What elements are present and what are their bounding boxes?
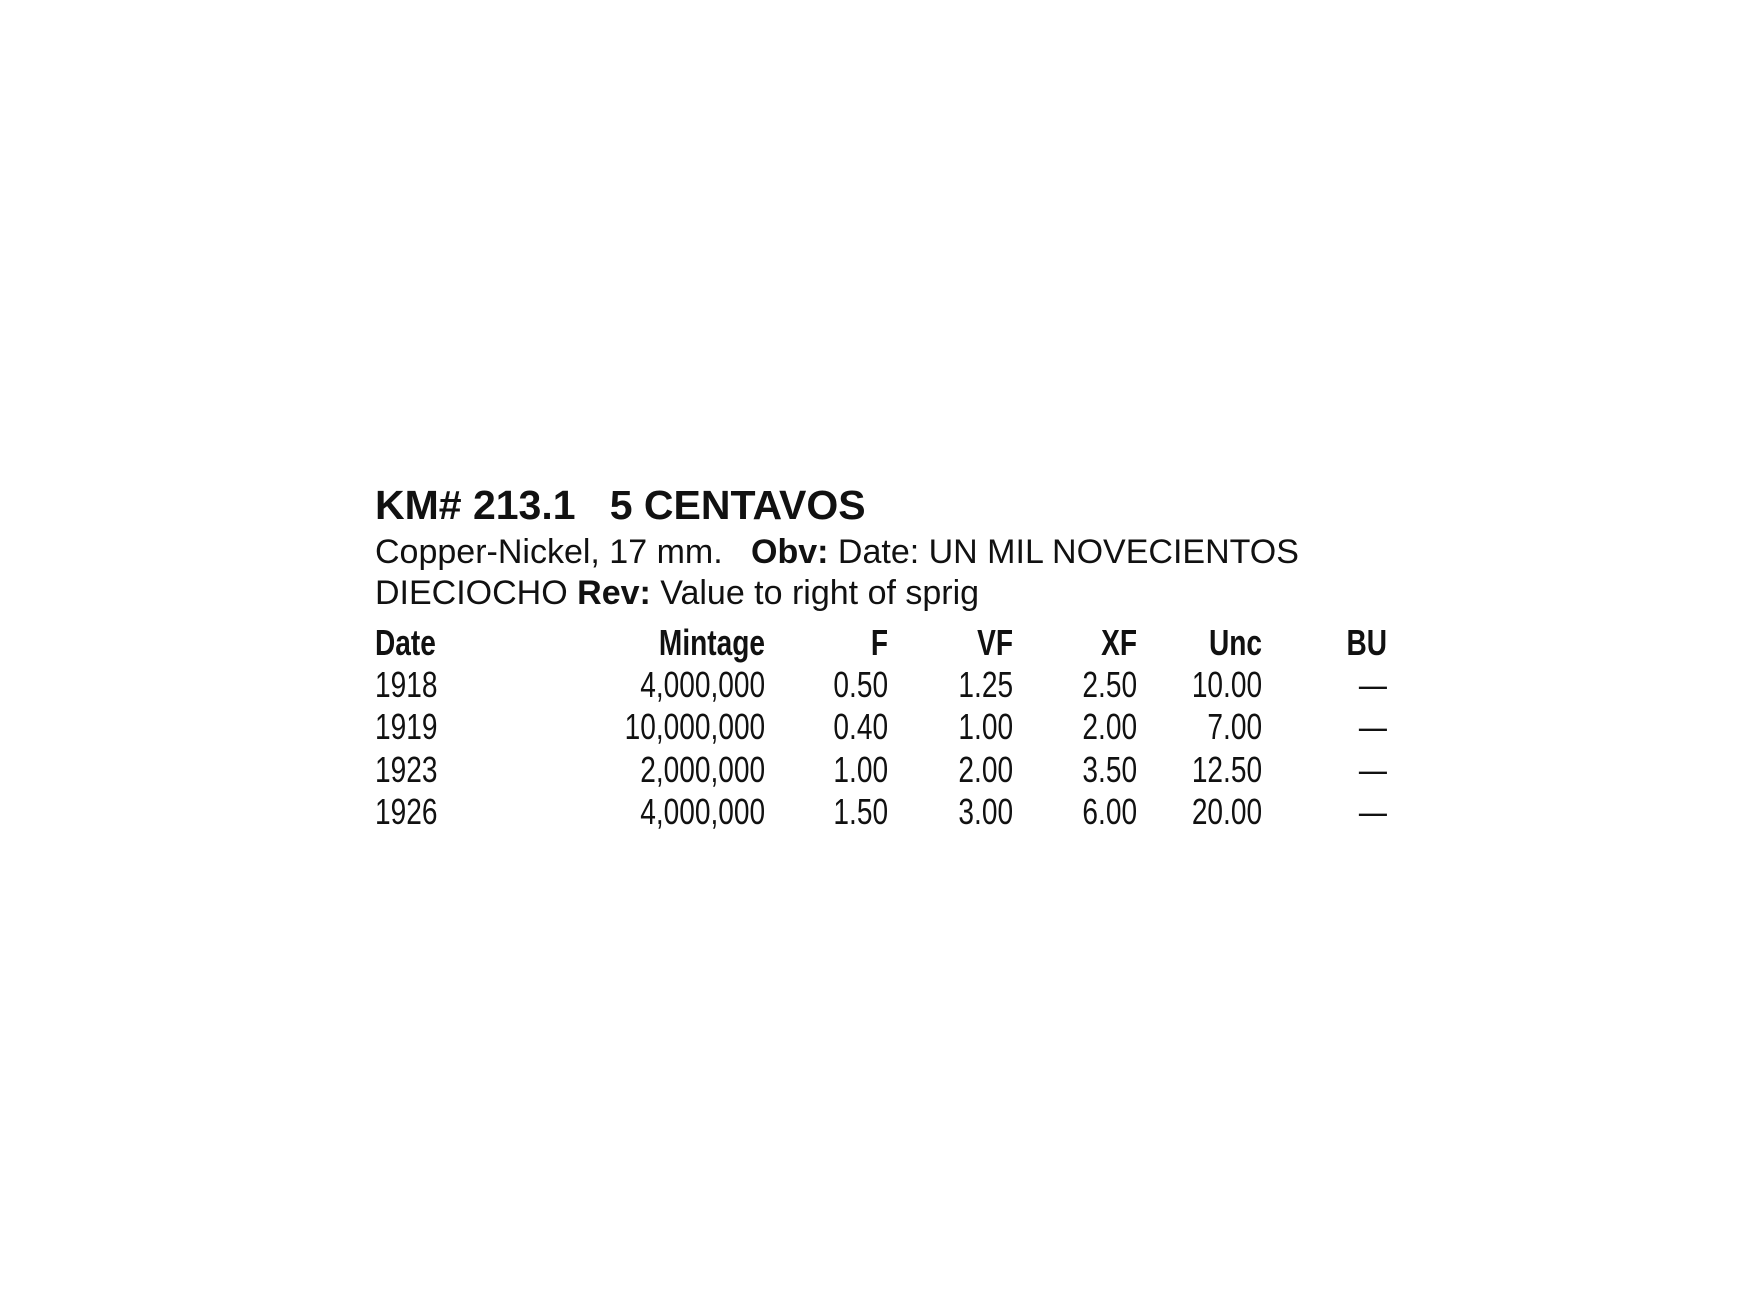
cell-vf: 2.00 xyxy=(958,749,1013,790)
table-row: 1919 10,000,000 0.40 1.00 2.00 7.00 — xyxy=(0,706,1750,748)
cell-vf: 1.00 xyxy=(958,706,1013,747)
cell-date: 1923 xyxy=(375,749,438,790)
cell-unc: 10.00 xyxy=(1191,664,1262,705)
cell-f: 1.00 xyxy=(833,749,888,790)
cell-xf: 2.50 xyxy=(1082,664,1137,705)
cell-bu: — xyxy=(1358,749,1387,790)
table-row: 1923 2,000,000 1.00 2.00 3.50 12.50 — xyxy=(0,749,1750,791)
cell-f: 0.40 xyxy=(833,706,888,747)
cell-xf: 6.00 xyxy=(1082,791,1137,832)
cell-mintage: 2,000,000 xyxy=(640,749,765,790)
cell-mintage: 4,000,000 xyxy=(640,664,765,705)
cell-unc: 12.50 xyxy=(1191,749,1262,790)
description-line-2: DIECIOCHO Rev: Value to right of sprig xyxy=(375,574,979,613)
cell-bu: — xyxy=(1358,791,1387,832)
reverse-label: Rev: xyxy=(577,574,651,612)
header-xf: XF xyxy=(1101,622,1137,663)
cell-mintage: 4,000,000 xyxy=(640,791,765,832)
header-date: Date xyxy=(375,622,436,663)
cell-vf: 1.25 xyxy=(958,664,1013,705)
table-row: 1918 4,000,000 0.50 1.25 2.50 10.00 — xyxy=(0,664,1750,706)
header-unc: Unc xyxy=(1208,622,1262,663)
obverse-text: Date: UN MIL NOVECIENTOS xyxy=(837,533,1299,571)
cell-xf: 2.00 xyxy=(1082,706,1137,747)
header-f: F xyxy=(870,622,888,663)
cell-unc: 7.00 xyxy=(1207,706,1262,747)
header-bu: BU xyxy=(1346,622,1387,663)
reverse-text: Value to right of sprig xyxy=(660,574,980,612)
table-header: Date Mintage F VF XF Unc BU xyxy=(0,622,1750,664)
cell-bu: — xyxy=(1358,706,1387,747)
cell-xf: 3.50 xyxy=(1082,749,1137,790)
metal-size: Copper-Nickel, 17 mm. xyxy=(375,533,723,571)
header-mintage: Mintage xyxy=(658,622,765,663)
cell-bu: — xyxy=(1358,664,1387,705)
cell-date: 1918 xyxy=(375,664,438,705)
obverse-label: Obv: xyxy=(751,533,829,571)
cell-date: 1919 xyxy=(375,706,438,747)
description-line-1: Copper-Nickel, 17 mm. Obv: Date: UN MIL … xyxy=(375,533,1299,572)
cell-f: 0.50 xyxy=(833,664,888,705)
cell-unc: 20.00 xyxy=(1191,791,1262,832)
cell-f: 1.50 xyxy=(833,791,888,832)
table-row: 1926 4,000,000 1.50 3.00 6.00 20.00 — xyxy=(0,791,1750,833)
obverse-text-cont: DIECIOCHO xyxy=(375,574,568,612)
header-vf: VF xyxy=(977,622,1013,663)
cell-mintage: 10,000,000 xyxy=(624,706,765,747)
coin-title: KM# 213.1 5 CENTAVOS xyxy=(375,482,866,528)
cell-date: 1926 xyxy=(375,791,438,832)
cell-vf: 3.00 xyxy=(958,791,1013,832)
